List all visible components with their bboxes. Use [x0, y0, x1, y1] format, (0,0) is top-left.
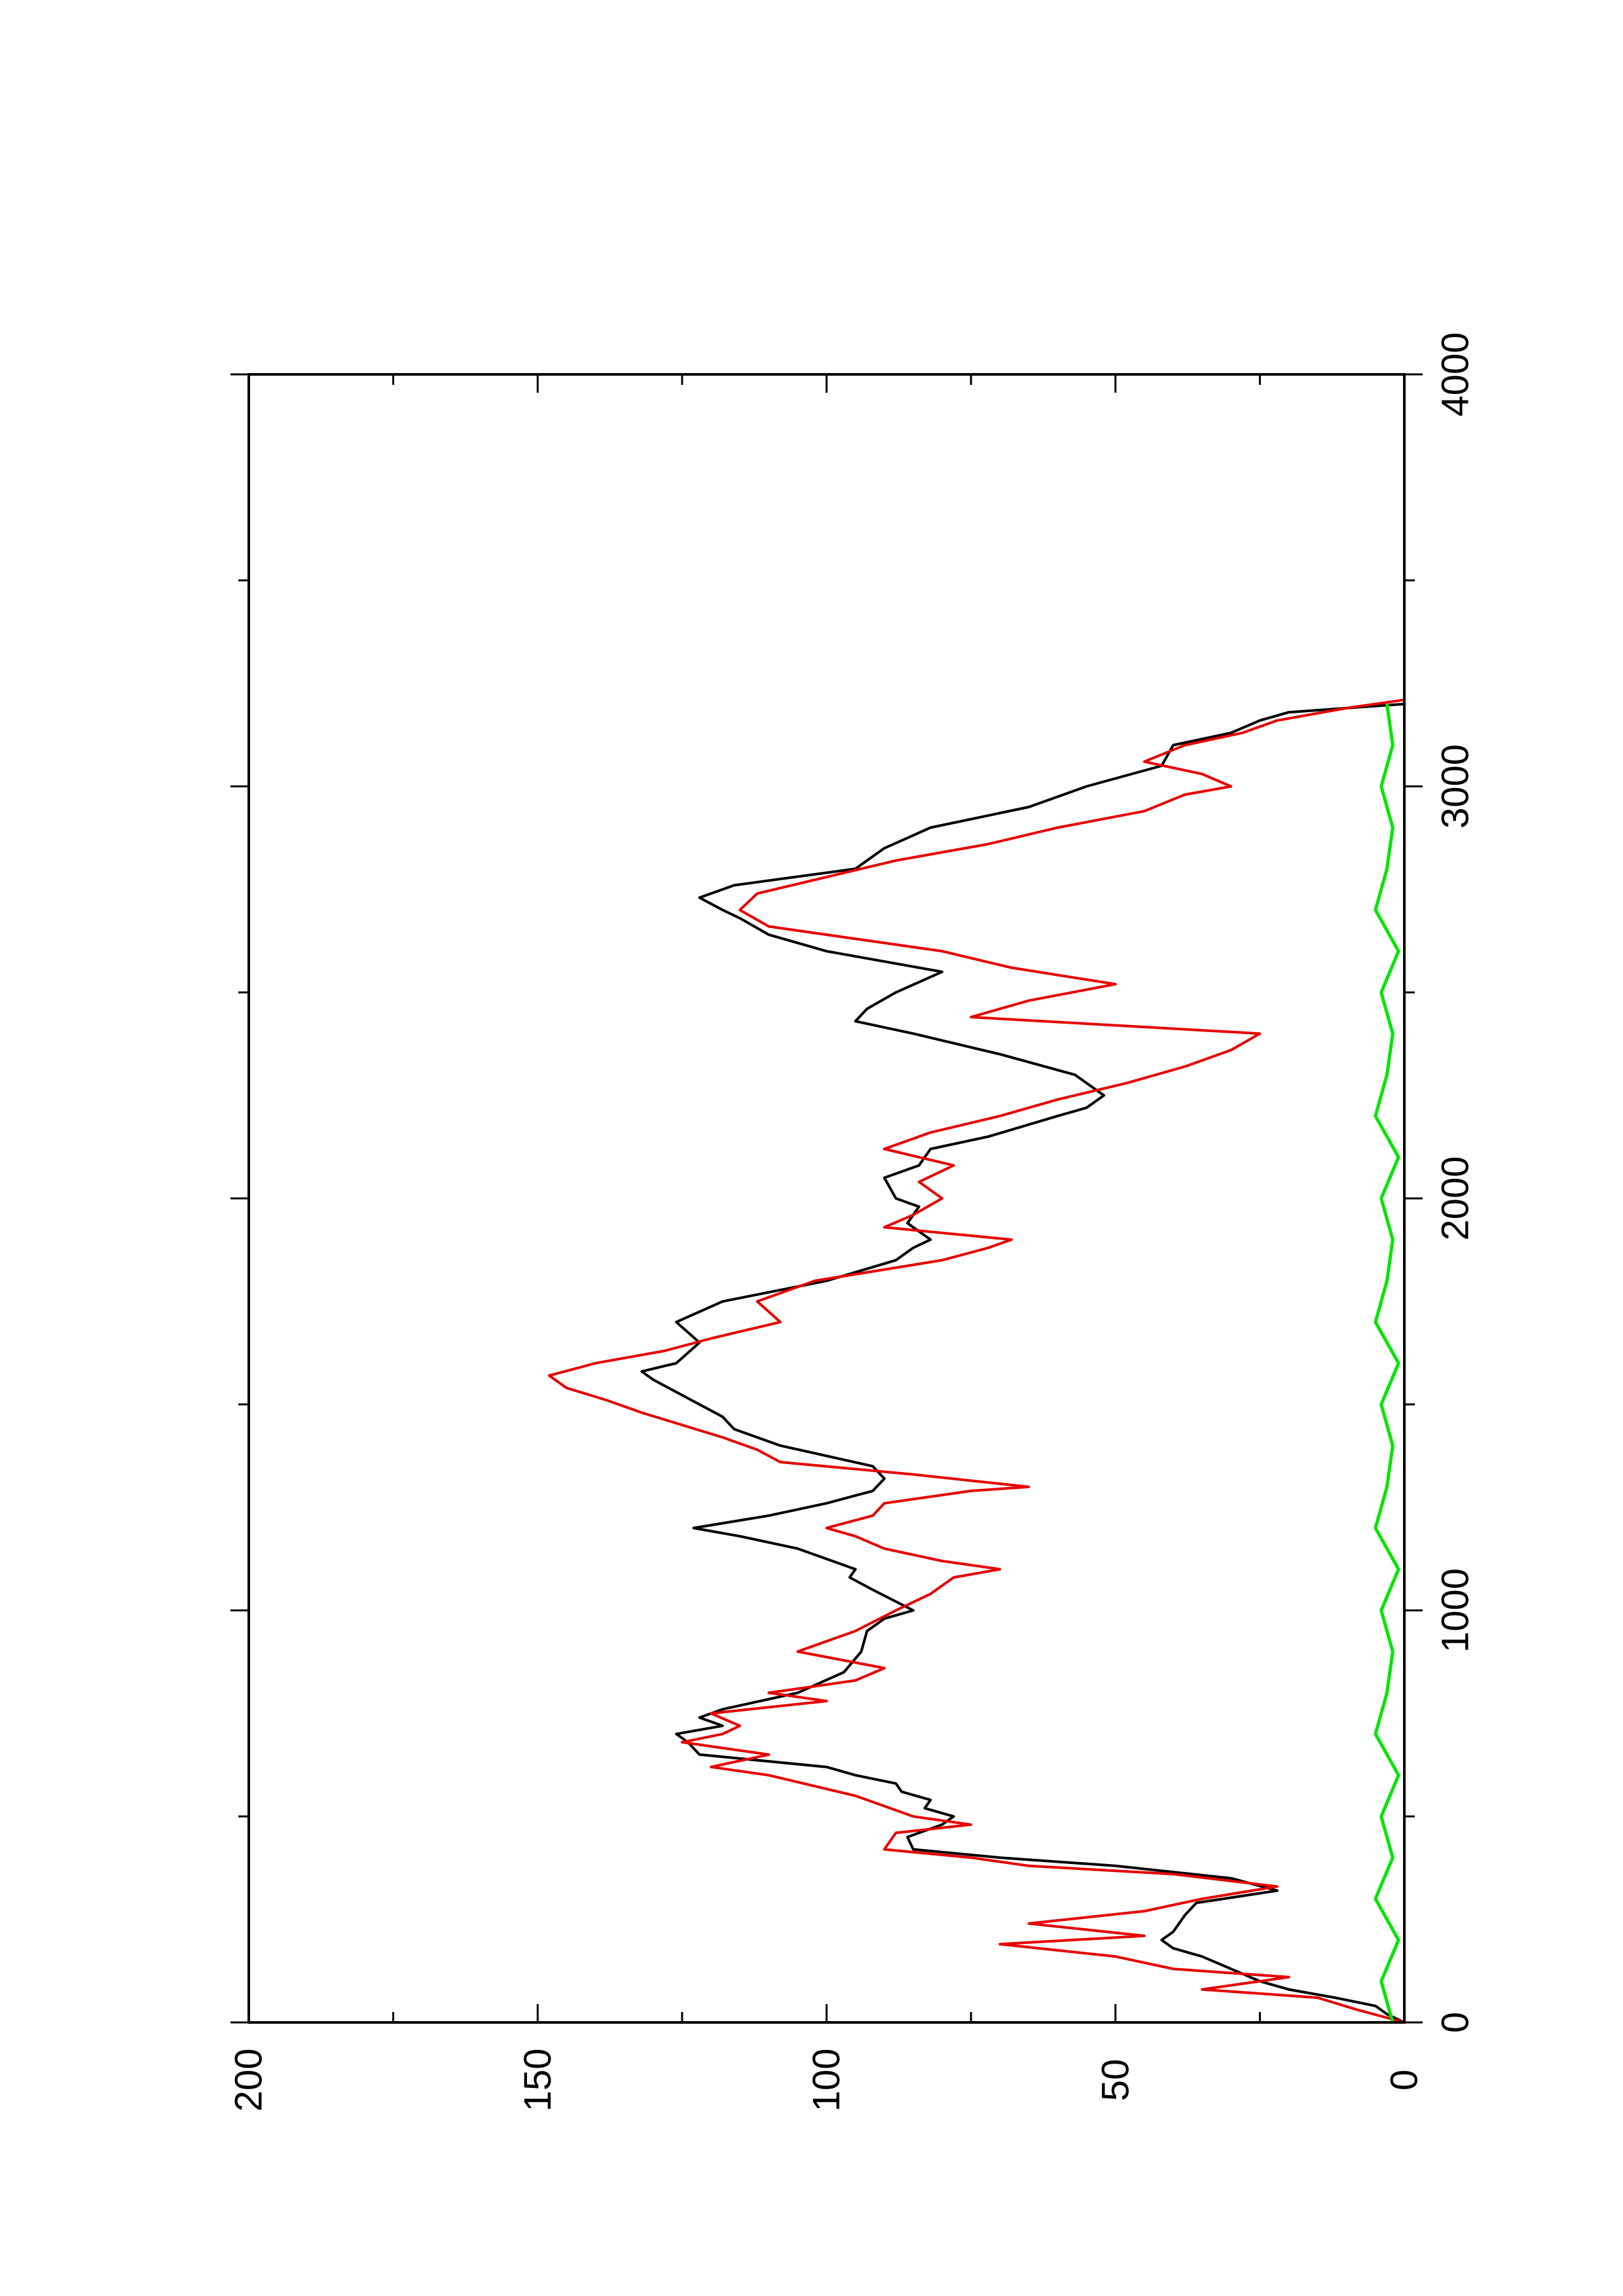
y-tick-label: 100	[805, 2049, 848, 2112]
y-tick-label: 50	[1094, 2059, 1137, 2102]
x-tick-label: 0	[1434, 2012, 1477, 2033]
ticks-layer	[230, 373, 1423, 2024]
y-tick-label: 0	[1383, 2070, 1426, 2090]
x-tick-label: 1000	[1434, 1568, 1477, 1653]
plot-frame	[247, 373, 1406, 2024]
x-tick-label: 3000	[1434, 744, 1477, 829]
series-line-3	[1374, 704, 1400, 2023]
series-layer	[547, 698, 1405, 2024]
x-tick-label: 2000	[1434, 1156, 1477, 1240]
y-tick-label: 200	[228, 2049, 270, 2112]
series-line-1	[640, 702, 1405, 2024]
x-tick-label: 4000	[1434, 332, 1477, 416]
y-tick-label: 150	[517, 2049, 559, 2112]
series-line-2	[547, 698, 1405, 2024]
labels-layer: 0 1000 2000 3000 4000 0 50 100 150 200	[228, 332, 1477, 2111]
